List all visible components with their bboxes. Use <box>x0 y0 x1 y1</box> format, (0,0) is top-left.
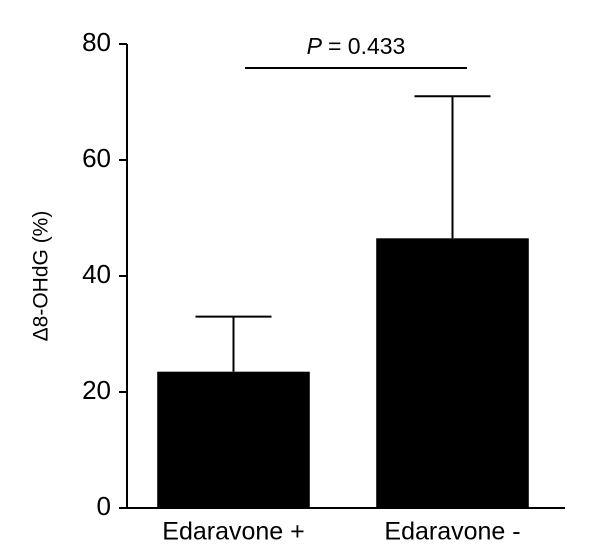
p-value-annotation: P = 0.433 <box>307 33 406 59</box>
y-axis-title: Δ8-OHdG (%) <box>30 211 53 342</box>
bar <box>157 371 310 508</box>
p-value: = 0.433 <box>328 33 405 59</box>
x-tick-label: Edaravone - <box>384 518 520 546</box>
bar <box>376 238 529 509</box>
y-tick-label: 0 <box>97 491 111 521</box>
y-tick-label: 40 <box>82 259 111 289</box>
y-tick-label: 80 <box>82 27 111 57</box>
y-tick-label: 60 <box>82 143 111 173</box>
p-symbol: P <box>307 33 323 59</box>
y-tick-label: 20 <box>82 375 111 405</box>
x-tick-label: Edaravone + <box>162 518 304 546</box>
